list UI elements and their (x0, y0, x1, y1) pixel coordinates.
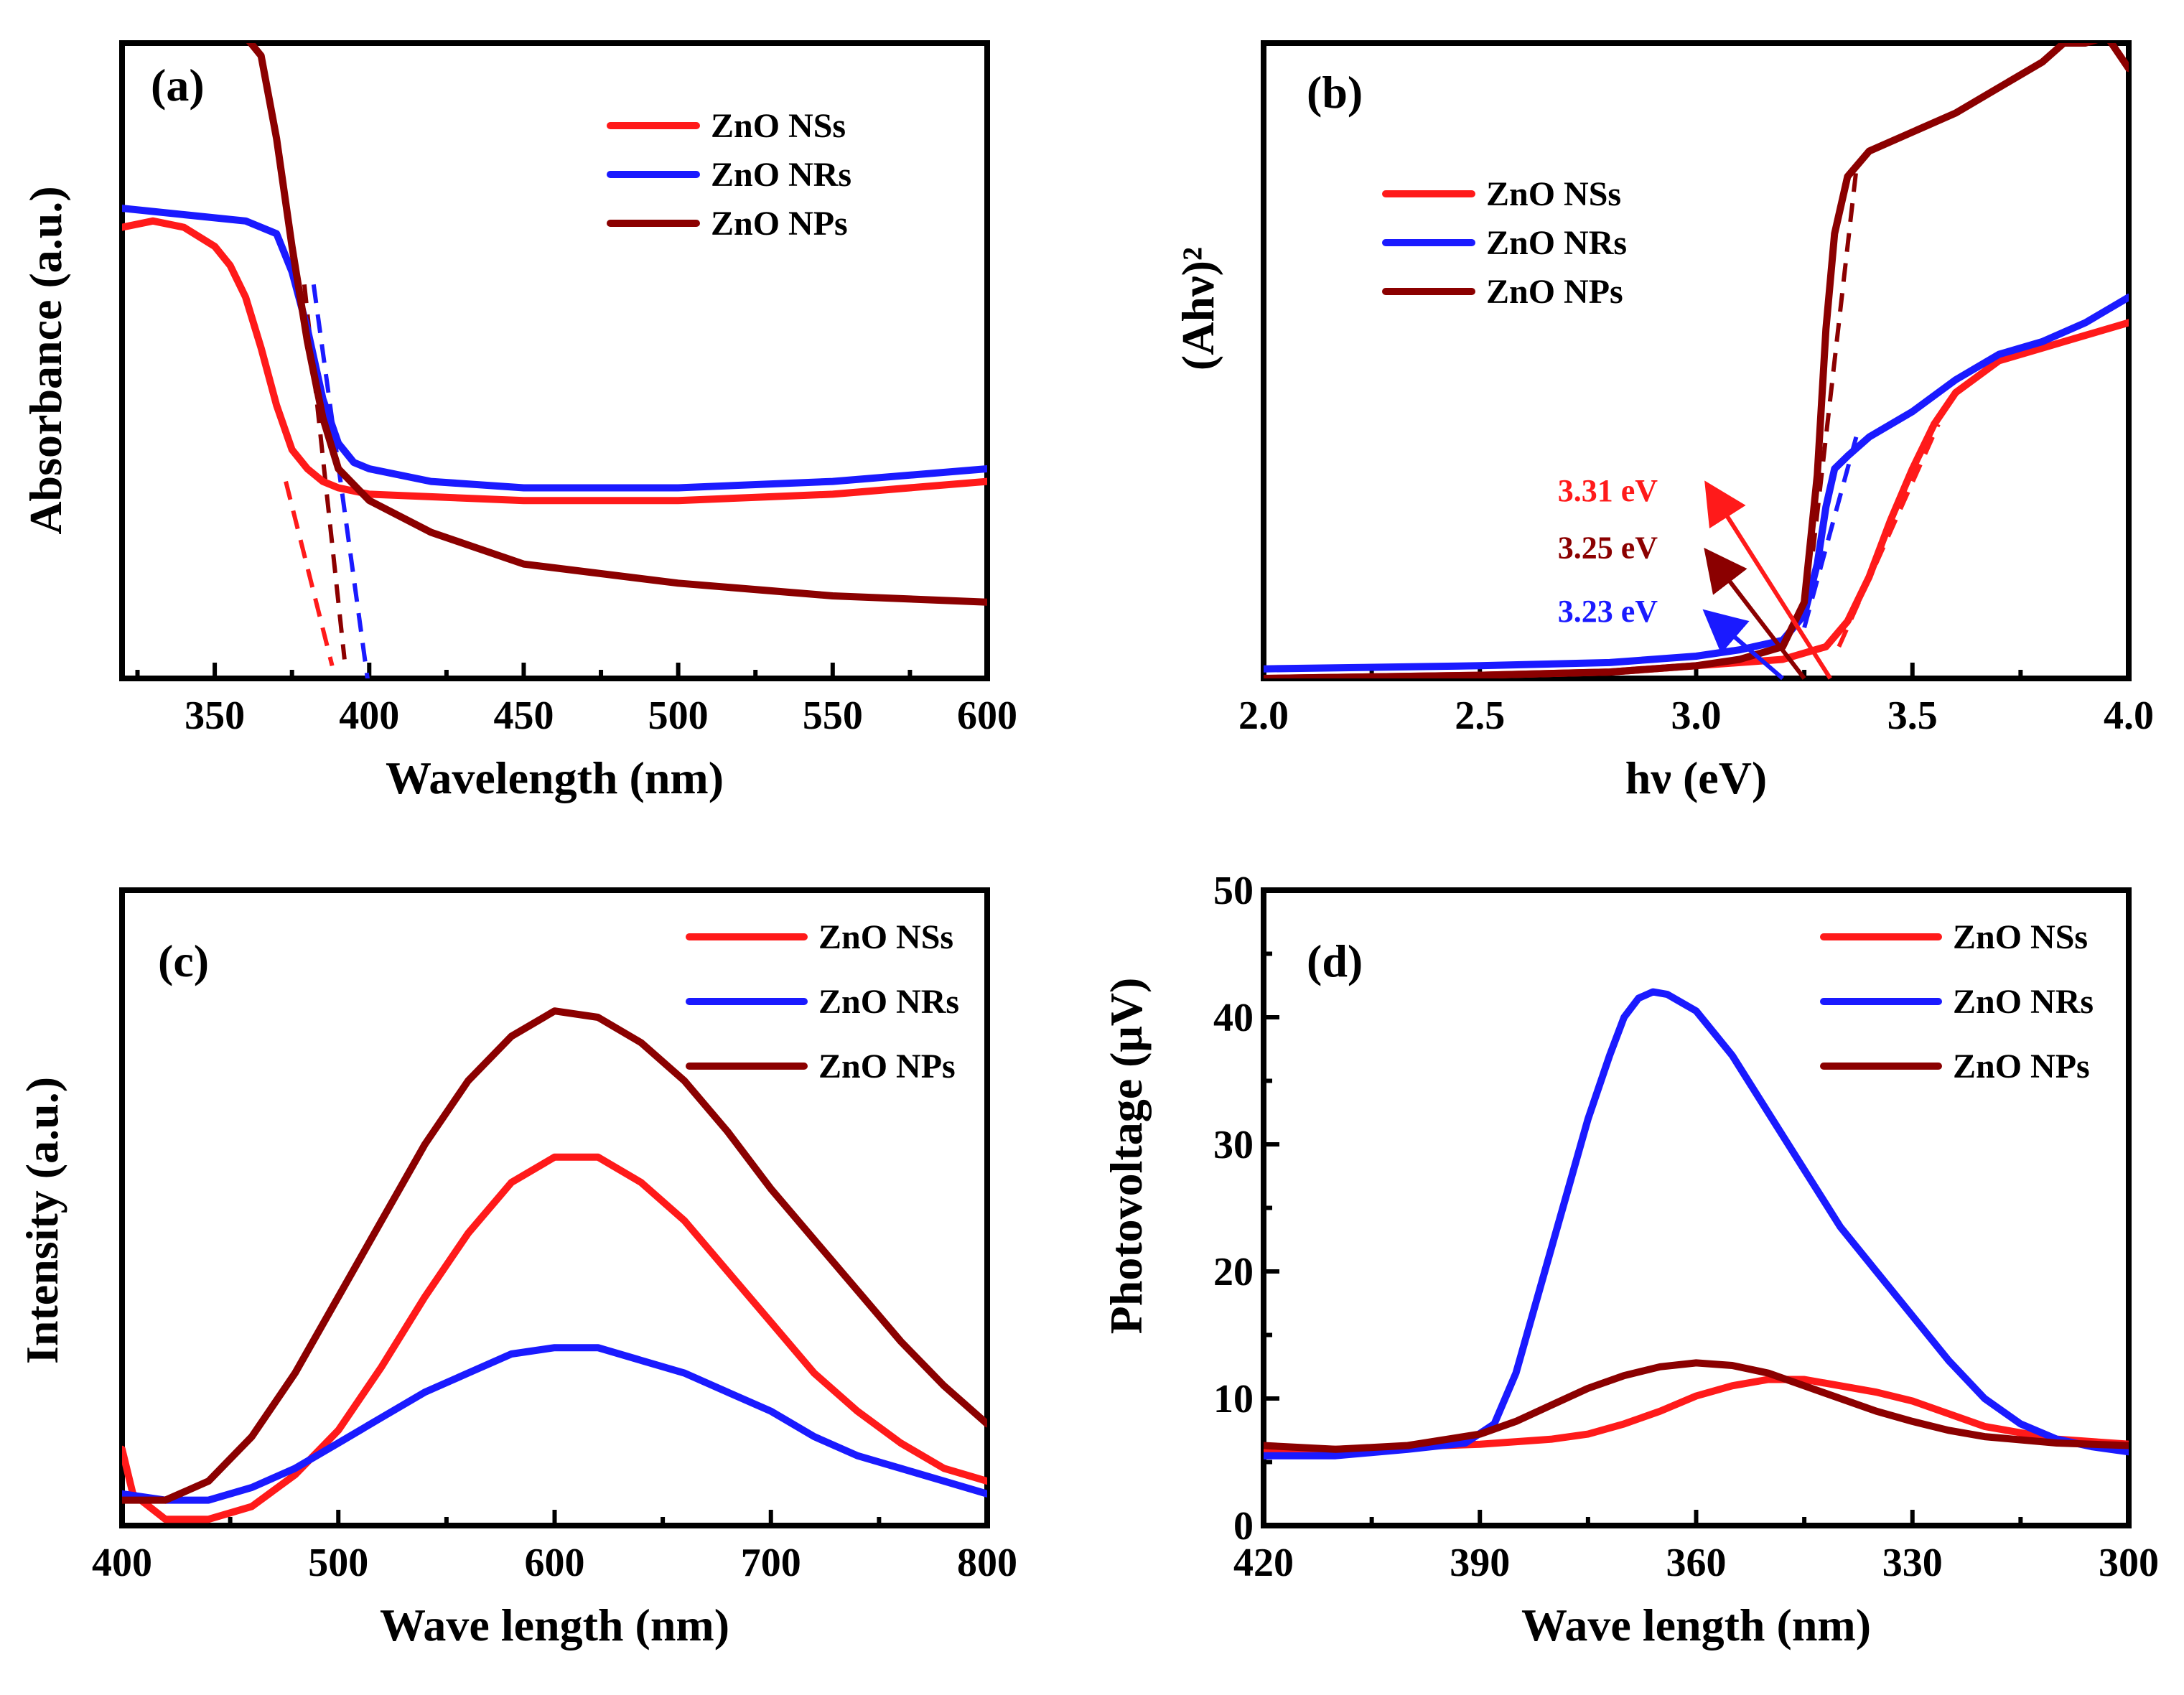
series-line-NPs (1264, 43, 2129, 678)
fit-line (284, 480, 335, 667)
panel-c: 400 500 600 700 800 Wave length (nm) Intensity… (17, 887, 1017, 1650)
plot-area (122, 43, 987, 678)
series-line-NSs (1264, 319, 2129, 678)
x-tick-label: 600 (525, 1541, 585, 1585)
legend-label: ZnO NRs (711, 156, 851, 194)
x-tick-label: 4.0 (2104, 694, 2154, 738)
legend: ZnO NSs ZnO NRs ZnO NPs (1820, 918, 2094, 1085)
y-tick-label: 20 (1213, 1250, 1254, 1294)
y-axis-title: (Ahν)² (1172, 247, 1223, 370)
fit-line (311, 284, 370, 678)
x-tick-label: 390 (1450, 1541, 1510, 1585)
legend-label: ZnO NRs (818, 983, 959, 1021)
legend-label: ZnO NSs (1486, 175, 1621, 213)
series-line-NSs (122, 217, 987, 505)
x-tick-label: 400 (92, 1541, 152, 1585)
x-axis-title: Wave length (nm) (380, 1600, 729, 1650)
x-tick-label: 800 (957, 1541, 1017, 1585)
fit-line (1802, 436, 1859, 628)
x-tick-label: 330 (1882, 1541, 1943, 1585)
annotation-label: 3.23 eV (1558, 594, 1658, 629)
panel-label: (d) (1307, 935, 1363, 986)
series-line-NSs (1264, 1376, 2129, 1453)
x-tick-label: 2.0 (1238, 694, 1289, 738)
series-line-NPs (122, 1007, 987, 1504)
series-line-NSs (122, 1153, 987, 1523)
legend-label: ZnO NSs (711, 107, 846, 145)
annotation-arrow (1702, 609, 1784, 681)
series-line-NRs (1264, 294, 2129, 673)
series-line-NPs (1264, 1359, 2129, 1453)
legend-label: ZnO NSs (818, 918, 953, 956)
x-tick-label: 2.5 (1455, 694, 1505, 738)
fit-line (1811, 169, 1859, 552)
x-tick-label: 300 (2099, 1541, 2159, 1585)
x-tick-label: 360 (1666, 1541, 1727, 1585)
x-tick-label: 500 (308, 1541, 368, 1585)
y-tick-label: 30 (1213, 1123, 1254, 1167)
plot-frame (119, 40, 990, 681)
x-tick-label: 500 (648, 694, 709, 738)
y-tick-label: 0 (1233, 1504, 1254, 1549)
y-tick-label: 50 (1213, 869, 1254, 913)
panel-b: 2.0 2.5 3.0 3.5 4.0 hν (eV) (Ahν)² (b) 3.31 eV 3.… (1172, 40, 2154, 803)
x-axis-title: Wavelength (nm) (386, 752, 724, 803)
legend: ZnO NSs ZnO NRs ZnO NPs (686, 918, 959, 1085)
x-tick-label: 550 (803, 694, 863, 738)
y-axis-title: Photovoltage (μV) (1101, 978, 1152, 1335)
plot-area (122, 1007, 987, 1523)
y-axis-title: Intensity (a.u.) (17, 1077, 67, 1364)
x-axis-title: Wave length (nm) (1521, 1600, 1871, 1650)
y-tick-label: 40 (1213, 996, 1254, 1040)
legend-label: ZnO NPs (1953, 1047, 2090, 1085)
annotation-arrow (1704, 480, 1832, 680)
x-tick-label: 3.0 (1671, 694, 1722, 738)
y-tick-label: 10 (1213, 1377, 1254, 1421)
y-axis-title: Absorbance (a.u.) (20, 186, 71, 534)
x-tick-label: 450 (493, 694, 554, 738)
annotation-label: 3.31 eV (1558, 473, 1658, 508)
panel-label: (c) (158, 935, 209, 986)
legend-label: ZnO NRs (1486, 224, 1627, 262)
x-tick-label: 600 (957, 694, 1017, 738)
x-axis-title: hν (eV) (1625, 752, 1767, 803)
legend-label: ZnO NPs (711, 205, 848, 243)
panel-a: 350 400 450 500 550 600 Wavelength (nm) Absorba… (20, 40, 1017, 803)
legend-label: ZnO NPs (1486, 273, 1623, 311)
series-line-NPs (246, 43, 987, 606)
series-line-NRs (122, 1344, 987, 1504)
x-tick-label: 350 (185, 694, 245, 738)
series-line-NRs (122, 205, 987, 492)
legend-label: ZnO NRs (1953, 983, 2094, 1021)
panel-label: (b) (1307, 67, 1363, 118)
plot-area (1264, 43, 2129, 678)
plot-area (1264, 988, 2129, 1460)
x-tick-label: 3.5 (1887, 694, 1938, 738)
x-tick-label: 420 (1233, 1541, 1294, 1585)
series-line-NRs (1264, 988, 2129, 1460)
legend-label: ZnO NPs (818, 1047, 956, 1085)
x-tick-label: 400 (339, 694, 399, 738)
legend: ZnO NSs ZnO NRs ZnO NPs (1382, 175, 1627, 311)
annotation-arrow (1704, 547, 1806, 680)
x-tick-label: 700 (741, 1541, 801, 1585)
legend-label: ZnO NSs (1953, 918, 2088, 956)
legend: ZnO NSs ZnO NRs ZnO NPs (607, 107, 851, 243)
annotation-label: 3.25 eV (1558, 531, 1658, 566)
panel-d: 420 390 360 330 300 0 10 20 30 40 50 Wave length (n… (1101, 869, 2159, 1650)
panel-label: (a) (151, 60, 205, 111)
